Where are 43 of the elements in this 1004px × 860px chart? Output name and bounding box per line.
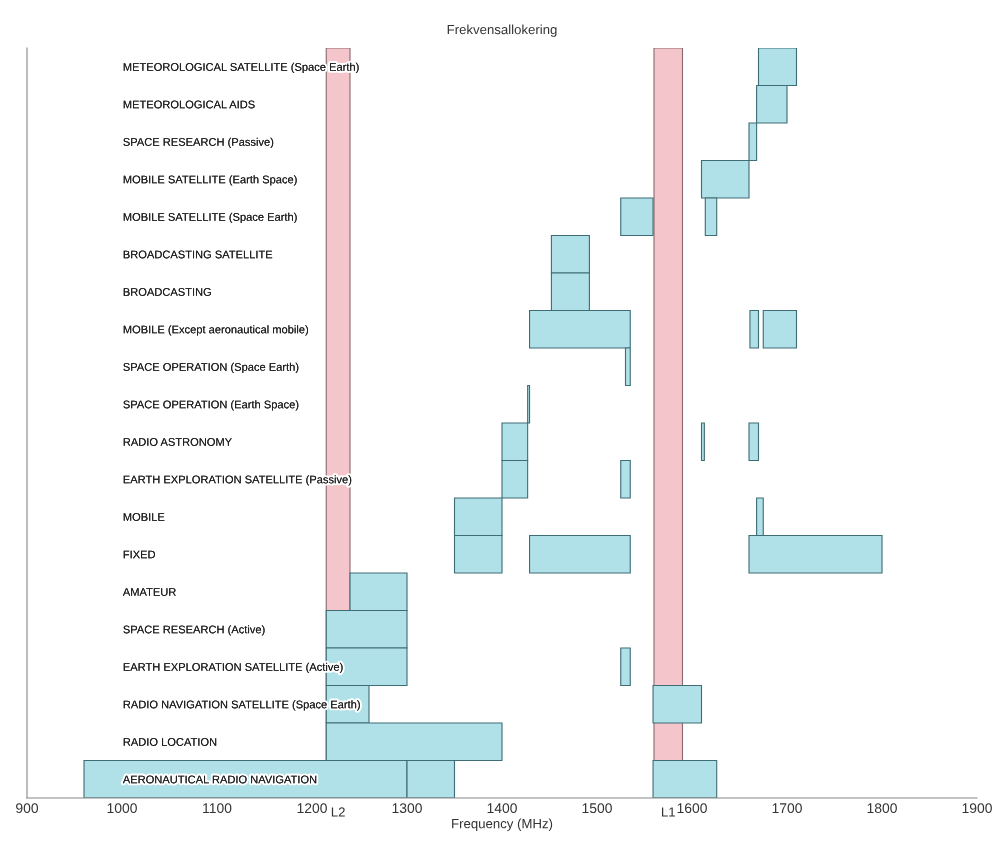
bar (620, 197, 654, 237)
y-tick-label: FIXED (123, 550, 156, 559)
y-tick-label: METEOROLOGICAL SATELLITE (Space Earth) (123, 62, 359, 74)
bar (620, 647, 631, 687)
x-tick-label: 1800 (867, 803, 897, 814)
bar (652, 759, 718, 798)
y-tick-label: SPACE OPERATION (Space Earth) (123, 362, 299, 374)
bar (620, 459, 631, 499)
band-label: L1 (661, 807, 675, 817)
y-tick-label: BROADCASTING SATELLITE (123, 250, 273, 259)
bar (762, 309, 798, 349)
x-tick-label: 1600 (677, 803, 707, 814)
bar (700, 422, 705, 462)
x-tick-label: 1000 (107, 803, 137, 814)
bar (748, 422, 760, 462)
x-tick-label: 1200 (297, 803, 327, 814)
y-tick-label: RADIO ASTRONOMY (123, 438, 232, 446)
y-tick-label: MOBILE (Except aeronautical mobile) (123, 325, 309, 336)
x-axis-title: Frequency (MHz) (452, 818, 553, 831)
x-tick-label: 1400 (487, 803, 517, 814)
chart-title: Frekvensallokering (447, 24, 557, 37)
x-tick-label: 1500 (582, 803, 612, 814)
x-tick-label: 1900 (962, 803, 992, 814)
y-tick-label: MOBILE SATELLITE (Space Earth) (123, 212, 297, 224)
y-tick-label: RADIO LOCATION (123, 738, 217, 746)
band-label: L2 (331, 807, 345, 817)
bar (749, 309, 760, 349)
bar (528, 534, 631, 574)
y-tick-label: AERONAUTICAL RADIO NAVIGATION (122, 775, 317, 784)
bar (652, 684, 703, 724)
y-tick-label: MOBILE (123, 513, 165, 521)
x-tick-label: 1700 (772, 803, 802, 814)
y-tick-label: EARTH EXPLORATION SATELLITE (Passive) (123, 475, 352, 486)
y-tick-label: SPACE RESEARCH (Passive) (123, 137, 274, 149)
y-tick-label: SPACE RESEARCH (Active) (123, 625, 265, 636)
y-tick-label: SPACE OPERATION (Earth Space) (123, 400, 299, 411)
x-tick-label: 1300 (392, 803, 422, 814)
y-tick-label: AMATEUR (122, 588, 176, 596)
x-tick-label: 1100 (203, 803, 232, 814)
x-tick-label: 900 (16, 803, 39, 814)
y-tick-label: BROADCASTING (123, 288, 211, 296)
y-tick-label: MOBILE SATELLITE (Earth Space) (123, 175, 297, 186)
y-tick-label: METEOROLOGICAL AIDS (123, 100, 255, 109)
